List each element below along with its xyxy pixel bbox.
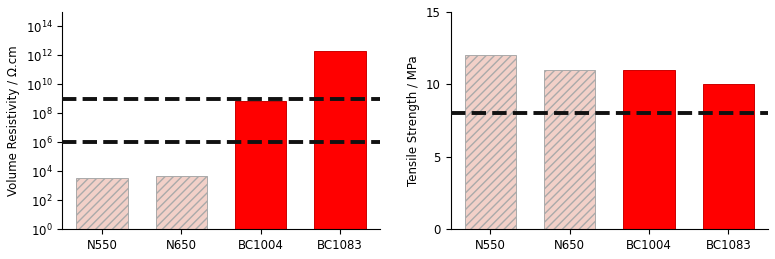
- Bar: [156, 176, 207, 259]
- Y-axis label: Tensile Strength / MPa: Tensile Strength / MPa: [408, 55, 421, 186]
- Bar: [314, 51, 366, 259]
- Bar: [76, 178, 128, 259]
- Bar: [544, 70, 595, 229]
- Y-axis label: Volume Resistivity / Ω.cm: Volume Resistivity / Ω.cm: [7, 45, 20, 196]
- Bar: [703, 84, 754, 229]
- Bar: [623, 70, 675, 229]
- Bar: [235, 101, 287, 259]
- Bar: [464, 55, 516, 229]
